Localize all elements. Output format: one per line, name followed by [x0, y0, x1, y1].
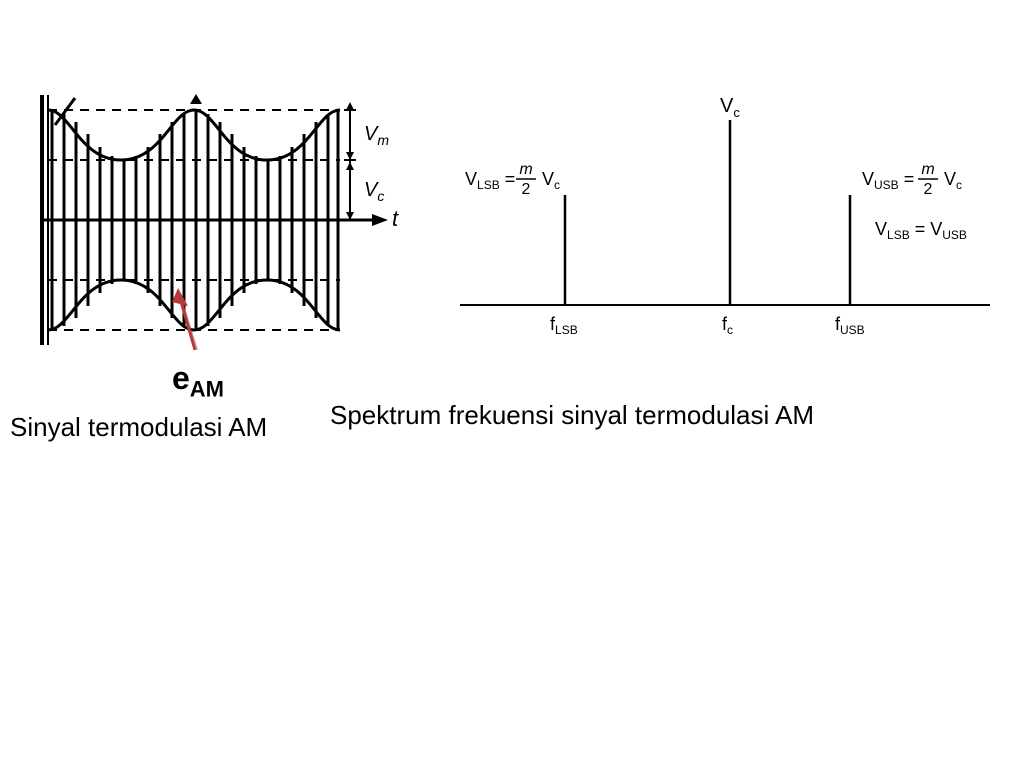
f-usb-label: fUSB [835, 314, 865, 337]
spectrum-diagram: Vc VLSB = m 2 Vc VUSB = m 2 Vc [450, 90, 1010, 350]
spectrum-panel: Vc VLSB = m 2 Vc VUSB = m 2 Vc [450, 90, 1010, 350]
svg-text:Vc: Vc [944, 169, 962, 192]
vlsb-equals-vusb: VLSB = VUSB [875, 219, 967, 242]
time-domain-panel: t Vm Vc [20, 90, 420, 350]
vusb-formula: VUSB = m 2 Vc [862, 161, 962, 198]
vlsb-formula: VLSB = m 2 Vc [465, 161, 560, 198]
svg-text:Vc: Vc [542, 169, 560, 192]
left-caption: Sinyal termodulasi AM [10, 412, 267, 443]
f-c-label: fc [722, 314, 733, 337]
vm-label: Vm [364, 123, 389, 148]
svg-text:VUSB =: VUSB = [862, 169, 914, 192]
svg-text:2: 2 [924, 181, 933, 198]
svg-text:2: 2 [522, 181, 531, 198]
vc-label: Vc [364, 179, 384, 204]
svg-text:VLSB =: VLSB = [465, 169, 515, 192]
svg-text:m: m [519, 161, 532, 178]
vc-top-label: Vc [720, 95, 740, 120]
eam-label: eAM [172, 360, 224, 402]
f-lsb-label: fLSB [550, 314, 578, 337]
svg-text:VLSB = VUSB: VLSB = VUSB [875, 219, 967, 242]
am-waveform-diagram: t Vm Vc [20, 90, 420, 350]
time-axis-label: t [392, 206, 399, 231]
svg-text:m: m [921, 161, 934, 178]
right-caption: Spektrum frekuensi sinyal termodulasi AM [330, 400, 980, 431]
